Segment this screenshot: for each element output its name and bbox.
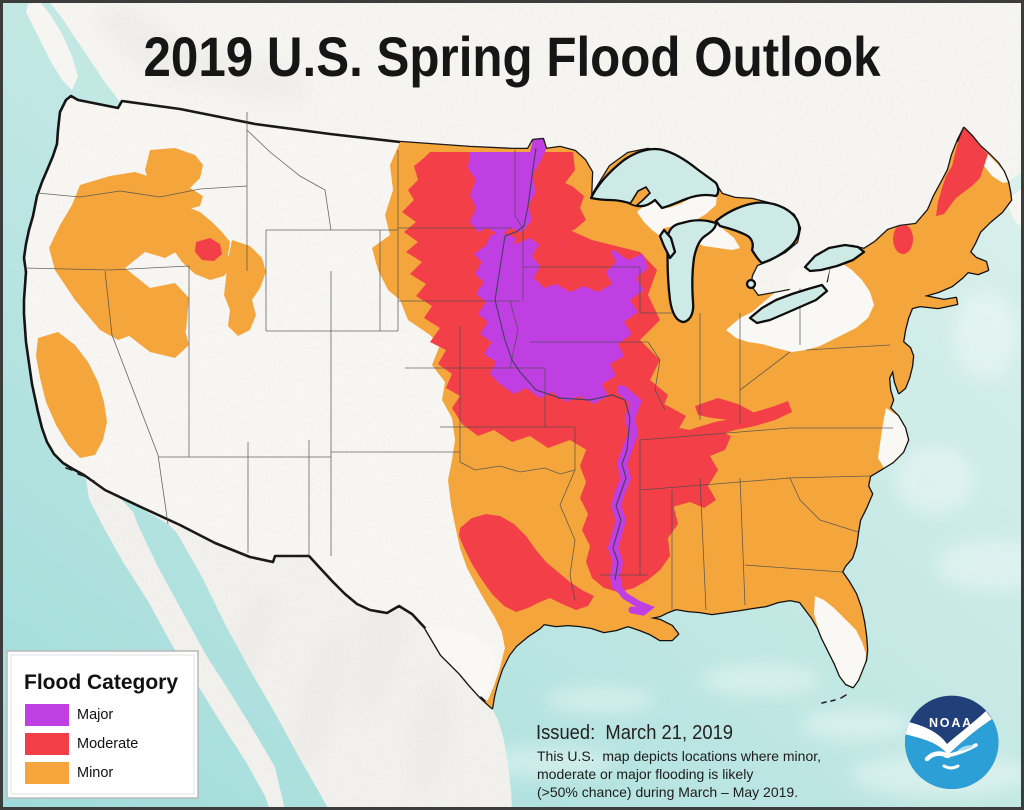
svg-text:Issued: March 21, 2019: Issued: March 21, 2019 — [536, 722, 733, 744]
svg-text:NOAA: NOAA — [929, 716, 973, 730]
svg-text:This U.S. map depicts locatio: This U.S. map depicts locations where mi… — [537, 748, 821, 764]
svg-text:Flood Category: Flood Category — [24, 671, 178, 694]
svg-text:Major: Major — [77, 707, 113, 723]
svg-text:2019 U.S. Spring Flood Outlook: 2019 U.S. Spring Flood Outlook — [144, 25, 882, 88]
svg-text:Moderate: Moderate — [77, 736, 138, 752]
svg-text:moderate or major flooding is: moderate or major flooding is likely — [537, 766, 753, 782]
svg-text:Minor: Minor — [77, 765, 113, 781]
svg-text:(>50% chance) during March – M: (>50% chance) during March – May 2019. — [537, 784, 798, 800]
